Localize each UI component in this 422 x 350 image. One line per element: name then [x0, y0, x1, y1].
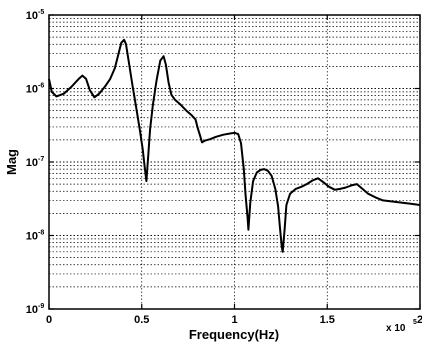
y-tick-exponent: -5	[38, 9, 44, 16]
x-tick-label: 2	[417, 314, 422, 326]
x-axis-label: Frequency(Hz)	[189, 327, 279, 342]
x-tick-label: 1.5	[320, 314, 335, 326]
y-tick-exponent: -7	[38, 156, 44, 163]
y-tick-label: 10	[26, 304, 38, 316]
y-tick-label: 10	[26, 10, 38, 22]
curve-layer	[48, 38, 421, 253]
y-tick-exponent: -6	[38, 83, 44, 90]
tick-marks	[48, 14, 421, 310]
y-tick-exponent: -9	[38, 303, 44, 310]
grid	[49, 15, 420, 309]
y-tick-label: 10	[26, 84, 38, 96]
y-tick-exponent: -8	[38, 230, 44, 237]
series-line	[48, 38, 421, 253]
x-tick-labels: 0 0.5 1 1.5 2	[46, 314, 422, 326]
x-tick-label: 0	[46, 314, 52, 326]
x-tick-label: 1	[231, 314, 237, 326]
x-tick-label: 0.5	[134, 314, 149, 326]
y-axis-label: Mag	[4, 149, 19, 175]
y-tick-label: 10	[26, 157, 38, 169]
y-tick-label: 10	[26, 231, 38, 243]
x-scale-label: x 10	[386, 323, 406, 334]
y-tick-labels: 10-910-810-710-610-5	[26, 9, 45, 316]
x-scale-exponent: 5	[413, 319, 417, 326]
